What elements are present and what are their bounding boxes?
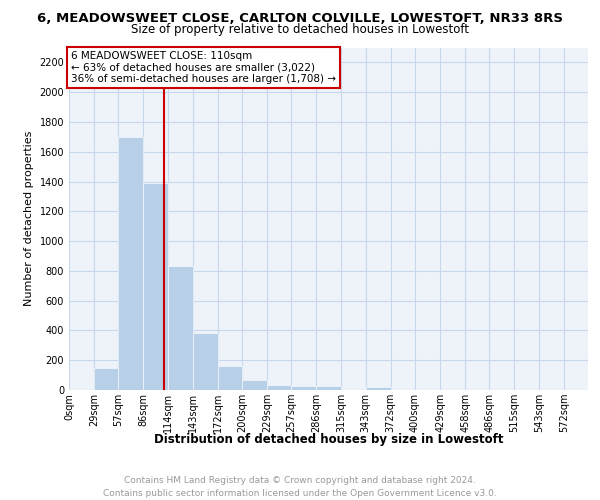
Bar (167, 266, 193, 390)
Bar (292, 386, 316, 390)
Bar (267, 385, 292, 390)
Text: 6 MEADOWSWEET CLOSE: 110sqm
← 63% of detached houses are smaller (3,022)
36% of : 6 MEADOWSWEET CLOSE: 110sqm ← 63% of det… (71, 51, 336, 84)
Bar (316, 386, 341, 390)
Bar (193, 334, 218, 390)
Bar (218, 366, 242, 390)
Text: 6, MEADOWSWEET CLOSE, CARLTON COLVILLE, LOWESTOFT, NR33 8RS: 6, MEADOWSWEET CLOSE, CARLTON COLVILLE, … (37, 12, 563, 24)
Text: Distribution of detached houses by size in Lowestoft: Distribution of detached houses by size … (154, 432, 503, 446)
Text: Contains HM Land Registry data © Crown copyright and database right 2024.
Contai: Contains HM Land Registry data © Crown c… (103, 476, 497, 498)
Bar (242, 380, 267, 390)
Bar (365, 387, 391, 390)
Bar (118, 137, 143, 390)
Bar (94, 368, 118, 390)
Bar (143, 183, 167, 390)
Text: Size of property relative to detached houses in Lowestoft: Size of property relative to detached ho… (131, 22, 469, 36)
Bar (69, 388, 94, 390)
Y-axis label: Number of detached properties: Number of detached properties (24, 131, 34, 306)
